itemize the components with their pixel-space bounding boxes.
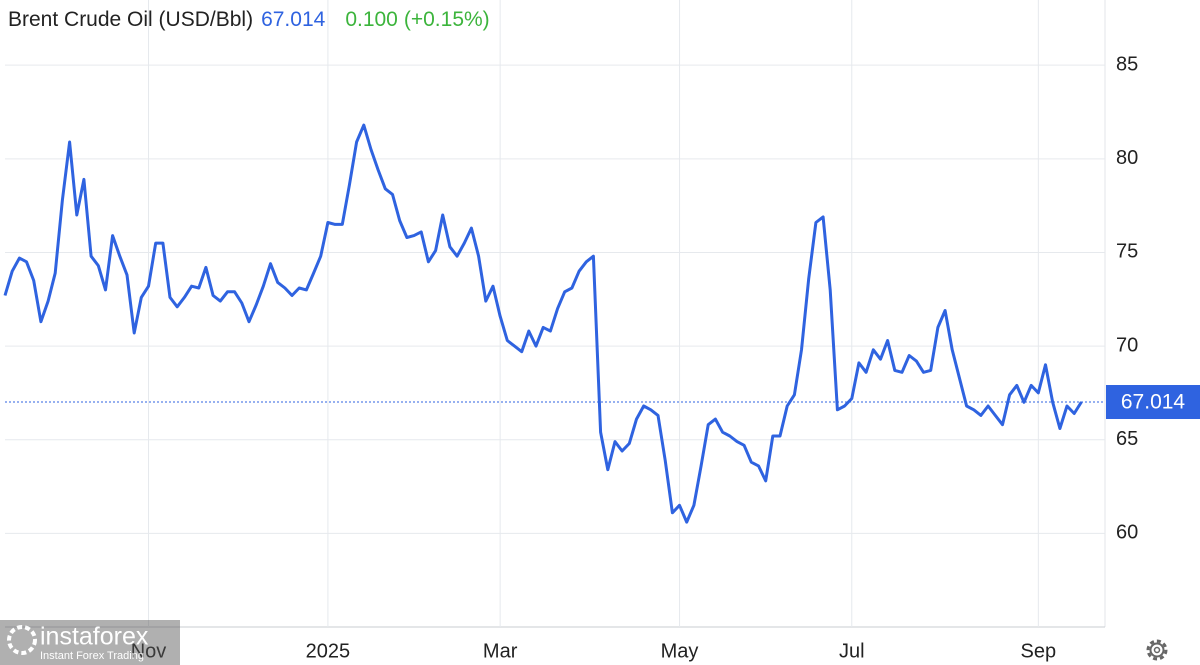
price-change: 0.100 [345,8,398,31]
y-tick-label: 65 [1116,428,1138,450]
watermark-brand: instaforex [40,623,149,651]
y-tick-label: 70 [1116,334,1138,356]
y-tick-label: 80 [1116,147,1138,169]
last-price-label: 67.014 [1121,391,1186,414]
last-price: 67.014 [261,8,326,31]
y-tick-label: 85 [1116,53,1138,75]
x-tick-label: Mar [483,640,518,662]
x-tick-label: 2025 [306,640,351,662]
settings-icon[interactable] [1146,639,1168,661]
y-tick-label: 60 [1116,522,1138,544]
gear-teeth [1146,639,1168,661]
x-tick-label: May [661,640,699,662]
gear-hub [1153,646,1161,654]
price-change-pct: (+0.15%) [403,8,490,31]
watermark: instaforex Instant Forex Trading [0,620,180,665]
chart-title: Brent Crude Oil (USD/Bbl) [8,8,254,31]
x-tick-label: Nov [131,640,167,662]
gear-ring [1149,642,1165,658]
header: Brent Crude Oil (USD/Bbl) 67.014 0.100 (… [8,8,490,32]
watermark-tagline: Instant Forex Trading [40,650,144,662]
x-tick-label: Jul [839,640,865,662]
last-price-tag [1106,385,1200,420]
x-tick-label: Sep [1021,640,1057,662]
price-line [3,123,1083,524]
watermark-logo [7,625,37,655]
y-tick-label: 75 [1116,241,1138,263]
